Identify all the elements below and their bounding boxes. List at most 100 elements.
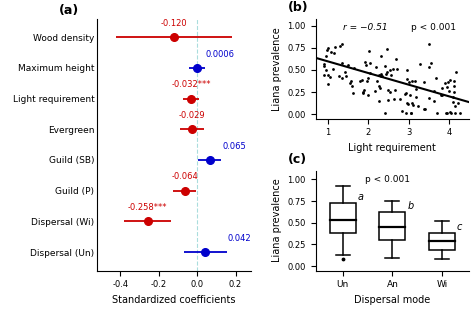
Point bbox=[388, 73, 395, 78]
Text: (c): (c) bbox=[288, 153, 307, 166]
Point bbox=[426, 41, 433, 46]
Point bbox=[415, 104, 422, 109]
Point bbox=[324, 47, 331, 52]
Point bbox=[446, 109, 454, 114]
Point bbox=[322, 54, 329, 59]
Text: r = −0.51: r = −0.51 bbox=[343, 23, 388, 32]
Point bbox=[444, 80, 451, 85]
Point bbox=[392, 87, 399, 92]
Point bbox=[402, 90, 410, 95]
Point bbox=[396, 97, 403, 102]
Text: c: c bbox=[457, 222, 462, 232]
Point bbox=[450, 79, 457, 84]
Point bbox=[336, 73, 343, 78]
Y-axis label: Liana prevalence: Liana prevalence bbox=[272, 179, 282, 262]
Point bbox=[320, 64, 328, 69]
Text: b: b bbox=[407, 202, 413, 211]
Point bbox=[405, 79, 412, 84]
Point bbox=[338, 42, 346, 47]
Point bbox=[442, 111, 450, 116]
Bar bbox=[330, 203, 356, 233]
Point bbox=[420, 80, 428, 85]
Point bbox=[449, 100, 457, 104]
Text: -0.120: -0.120 bbox=[161, 19, 187, 28]
Point bbox=[390, 66, 397, 71]
Point bbox=[407, 111, 415, 116]
Point bbox=[331, 44, 339, 49]
Point bbox=[433, 111, 441, 116]
Point bbox=[455, 100, 462, 105]
Point bbox=[344, 63, 352, 68]
Point bbox=[447, 111, 455, 116]
Text: (b): (b) bbox=[288, 1, 309, 14]
Point bbox=[430, 89, 438, 94]
Point bbox=[417, 62, 424, 67]
Point bbox=[377, 54, 385, 59]
Point bbox=[403, 68, 411, 73]
Text: a: a bbox=[358, 192, 364, 202]
Text: p < 0.001: p < 0.001 bbox=[411, 23, 456, 32]
Point bbox=[427, 61, 435, 66]
Point bbox=[364, 92, 371, 97]
Point bbox=[387, 89, 394, 94]
Point bbox=[359, 90, 366, 95]
Point bbox=[392, 57, 400, 62]
Point bbox=[403, 77, 410, 82]
Point bbox=[348, 84, 356, 89]
Point bbox=[444, 85, 451, 90]
Point bbox=[409, 103, 417, 108]
Point bbox=[381, 64, 389, 69]
Text: p < 0.001: p < 0.001 bbox=[365, 174, 410, 183]
Point bbox=[421, 107, 429, 112]
Point bbox=[437, 93, 445, 98]
Y-axis label: Liana prevalence: Liana prevalence bbox=[272, 27, 282, 110]
Text: 0.065: 0.065 bbox=[222, 142, 246, 151]
Text: (a): (a) bbox=[59, 4, 79, 16]
Point bbox=[450, 95, 457, 100]
Point bbox=[450, 83, 457, 88]
Point bbox=[383, 69, 391, 74]
Point bbox=[342, 74, 349, 79]
Point bbox=[390, 97, 398, 102]
Point bbox=[372, 65, 379, 70]
Point bbox=[361, 59, 369, 64]
Point bbox=[360, 89, 367, 94]
Point bbox=[438, 92, 445, 97]
Point bbox=[366, 70, 374, 75]
X-axis label: Light requirement: Light requirement bbox=[348, 143, 437, 153]
Point bbox=[325, 46, 332, 51]
Point bbox=[341, 70, 348, 75]
Point bbox=[452, 111, 459, 116]
Point bbox=[402, 111, 410, 116]
Point bbox=[324, 81, 332, 86]
Point bbox=[377, 72, 385, 77]
Point bbox=[360, 87, 367, 92]
Point bbox=[363, 63, 370, 68]
Point bbox=[330, 50, 337, 55]
Point bbox=[445, 88, 453, 93]
Point bbox=[425, 65, 433, 70]
Point bbox=[408, 101, 416, 106]
Point bbox=[432, 75, 440, 80]
Point bbox=[349, 91, 356, 96]
X-axis label: Dispersal mode: Dispersal mode bbox=[354, 295, 430, 305]
Point bbox=[371, 89, 379, 94]
Point bbox=[320, 72, 328, 77]
Text: -0.064: -0.064 bbox=[172, 173, 198, 182]
Point bbox=[403, 100, 411, 105]
Text: -0.029: -0.029 bbox=[178, 111, 205, 120]
Point bbox=[381, 111, 389, 116]
Point bbox=[442, 81, 449, 86]
Point bbox=[382, 72, 390, 77]
Point bbox=[376, 86, 383, 91]
Point bbox=[373, 79, 380, 84]
Point bbox=[377, 73, 385, 78]
Point bbox=[447, 77, 454, 82]
Point bbox=[408, 79, 416, 84]
Text: 0.0006: 0.0006 bbox=[206, 49, 235, 58]
Point bbox=[412, 94, 420, 99]
Point bbox=[383, 46, 391, 51]
Point bbox=[386, 67, 393, 72]
Point bbox=[365, 48, 373, 53]
Point bbox=[366, 60, 374, 65]
